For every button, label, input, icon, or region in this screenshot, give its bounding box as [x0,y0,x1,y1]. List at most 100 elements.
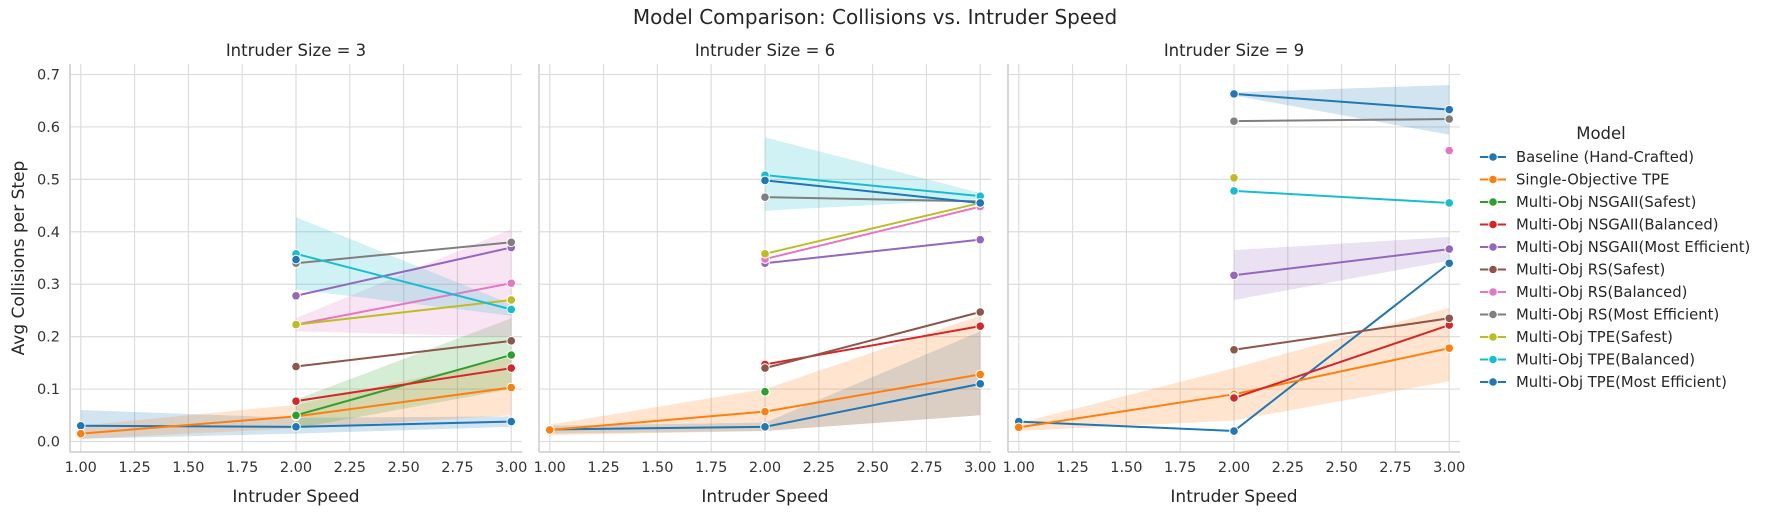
x-tick-label: 3.00 [1433,460,1465,476]
data-point-single-objective-tpe [975,369,986,380]
x-tick-label: 3.00 [964,460,996,476]
legend-item-single-objective-tpe: Single-Objective TPE [1480,172,1669,189]
data-point-multi-obj-rs-safest [975,307,986,317]
ci-band-multi-obj-tpe-balanced [296,217,512,316]
data-point-multi-obj-rs-safest [760,363,770,373]
legend-item-multi-obj-tpe-safest: Multi-Obj TPE(Safest) [1480,329,1673,346]
series-line-multi-obj-tpe-safest [295,298,512,326]
legend-entries: Baseline (Hand-Crafted) Single-Objective … [1480,149,1750,391]
ci-band-baseline-hand-crafted [549,331,981,434]
data-point-multi-obj-nsgaii-safest [506,350,517,360]
legend-label: Multi-Obj NSGAII(Balanced) [1516,217,1719,234]
legend-swatch-marker [1488,287,1498,297]
series-line-multi-obj-nsgaii-most-efficient [764,238,981,265]
facet-points [1013,89,1455,436]
facet-title: Intruder Size = 3 [226,41,366,60]
legend-item-baseline-hand-crafted: Baseline (Hand-Crafted) [1480,149,1694,166]
data-point-multi-obj-rs-safest [1229,344,1239,355]
x-tick-label: 2.25 [334,460,366,476]
y-tick-label: 0.2 [37,330,60,346]
data-point-baseline-hand-crafted [1444,258,1455,269]
x-axis-label: Intruder Speed [232,487,359,507]
series-line-multi-obj-rs-most-efficient [764,196,981,203]
data-point-baseline-hand-crafted [760,422,770,432]
x-tick-label: 2.00 [1218,460,1250,476]
y-tick-label: 0.4 [37,225,60,241]
data-point-baseline-hand-crafted [975,379,986,389]
data-point-single-objective-tpe [760,406,770,417]
y-tick-label: 0.5 [37,172,60,188]
y-tick-label: 0.6 [37,120,60,136]
legend-label: Multi-Obj TPE(Safest) [1516,329,1673,346]
legend-title: Model [1576,124,1626,143]
data-point-multi-obj-tpe-most-efficient [975,198,986,208]
legend-label: Multi-Obj TPE(Balanced) [1516,352,1695,369]
legend-swatch-marker [1488,332,1498,342]
facet-title: Intruder Size = 9 [1164,41,1304,60]
y-tick-labels: 0.0 0.1 0.2 0.3 0.4 0.5 0.6 0.7 [37,67,60,450]
x-tick-label: 1.50 [641,460,673,476]
series-line-multi-obj-nsgaii-balanced [295,367,512,403]
data-point-baseline-hand-crafted [75,420,86,431]
data-point-multi-obj-nsgaii-balanced [506,363,517,373]
data-point-multi-obj-nsgaii-safest [291,410,301,421]
data-point-multi-obj-rs-balanced [506,278,517,288]
data-point-single-objective-tpe [1013,422,1024,433]
data-point-single-objective-tpe [75,428,86,439]
facet-axes [538,64,991,453]
series-line-multi-obj-tpe-safest [764,201,981,255]
data-point-multi-obj-tpe-most-efficient [291,254,301,265]
x-tick-label: 1.00 [534,460,566,476]
data-point-multi-obj-nsgaii-balanced [291,396,301,406]
series-line-multi-obj-tpe-balanced [764,174,981,198]
legend-item-multi-obj-nsgaii-most-efficient: Multi-Obj NSGAII(Most Efficient) [1480,239,1750,256]
data-point-multi-obj-tpe-balanced [1444,198,1455,208]
data-point-multi-obj-tpe-safest [1229,172,1239,183]
series-line-multi-obj-nsgaii-most-efficient [1233,248,1450,277]
facet-panel-size-6: 1.00 1.25 1.50 1.75 2.00 2.25 2.50 2.75 3.00 Int… [534,41,997,507]
ci-band-multi-obj-rs-balanced [296,229,512,337]
data-point-multi-obj-rs-safest [291,361,301,372]
data-point-multi-obj-rs-most-efficient [760,192,770,202]
y-tick-label: 0.1 [37,382,60,398]
facet-grid [1008,64,1460,452]
legend-swatch-marker [1488,174,1498,185]
legend-label: Multi-Obj RS(Balanced) [1516,284,1687,301]
legend-swatch-marker [1488,309,1498,320]
facet-points [75,237,517,439]
x-tick-label: 2.50 [387,460,419,476]
x-tick-label: 2.00 [749,460,781,476]
x-tick-label: 1.25 [1056,460,1088,476]
legend-item-multi-obj-tpe-most-efficient: Multi-Obj TPE(Most Efficient) [1480,374,1727,391]
y-tick-label: 0.7 [37,67,60,83]
facet-bands [80,217,512,439]
series-line-multi-obj-tpe-balanced [295,252,512,311]
x-tick-label: 2.50 [856,460,888,476]
facet-axes [69,64,522,453]
data-point-baseline-hand-crafted [1229,426,1239,436]
x-tick-label: 1.00 [65,460,97,476]
x-tick-label: 2.00 [280,460,312,476]
data-point-baseline-hand-crafted [506,416,517,427]
x-tick-labels: 1.00 1.25 1.50 1.75 2.00 2.25 2.50 2.75 3.00 [65,460,528,476]
x-tick-labels: 1.00 1.25 1.50 1.75 2.00 2.25 2.50 2.75 3.00 [534,460,997,476]
series-line-multi-obj-rs-most-efficient [1233,118,1450,123]
legend-item-multi-obj-tpe-balanced: Multi-Obj TPE(Balanced) [1480,352,1695,369]
series-line-multi-obj-rs-most-efficient [295,241,512,265]
data-point-multi-obj-rs-most-efficient [506,237,517,248]
facet-panel-size-3: 1.00 1.25 1.50 1.75 2.00 2.25 2.50 2.75 3.00 0.0… [9,41,527,507]
legend-swatch-marker [1488,152,1498,162]
data-point-single-objective-tpe [1444,343,1455,353]
data-point-multi-obj-nsgaii-most-efficient [1229,270,1239,281]
legend-swatch-marker [1488,264,1498,275]
data-point-multi-obj-tpe-safest [506,295,517,305]
legend-item-multi-obj-rs-most-efficient: Multi-Obj RS(Most Efficient) [1480,307,1719,324]
series-line-multi-obj-rs-safest [764,311,981,370]
x-tick-label: 1.50 [172,460,204,476]
x-tick-labels: 1.00 1.25 1.50 1.75 2.00 2.25 2.50 2.75 3.00 [1003,460,1466,476]
x-tick-label: 2.75 [1379,460,1411,476]
legend-label: Multi-Obj NSGAII(Most Efficient) [1516,239,1750,256]
legend-item-multi-obj-nsgaii-safest: Multi-Obj NSGAII(Safest) [1480,194,1696,211]
data-point-single-objective-tpe [506,382,517,393]
